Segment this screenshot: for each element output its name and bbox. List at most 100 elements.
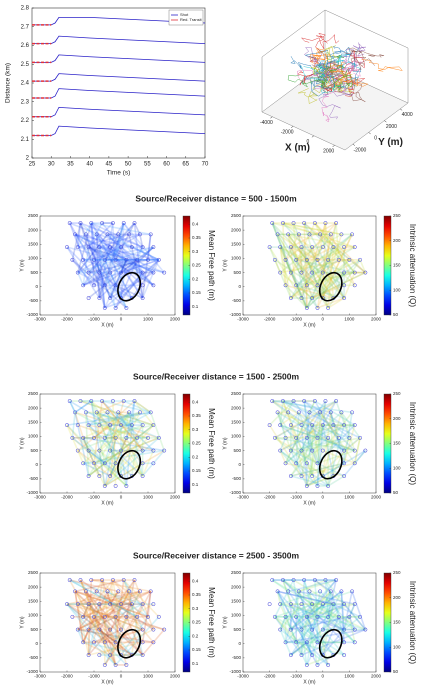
ray-path (317, 449, 355, 465)
ray-path (288, 579, 337, 593)
ray-path (296, 259, 355, 274)
station (294, 283, 299, 288)
legend-box (168, 9, 204, 26)
station (124, 614, 129, 619)
ray-path (284, 603, 324, 643)
station (151, 283, 156, 288)
ray-path (295, 233, 332, 261)
ray-path (314, 400, 356, 426)
station (352, 602, 357, 607)
ray-path (282, 223, 287, 286)
ray-path (349, 50, 367, 71)
station (116, 232, 121, 237)
station (334, 399, 339, 404)
ray-path (125, 259, 144, 274)
station (320, 627, 325, 632)
station (296, 410, 301, 415)
ray-path (279, 259, 297, 274)
y-tick-label: -2000 (353, 147, 366, 153)
ray-path (98, 450, 122, 477)
ray-path (136, 246, 144, 261)
station (288, 270, 293, 275)
x-tick-label: 2000 (371, 495, 382, 500)
station (108, 653, 113, 657)
ray-path (74, 412, 84, 439)
station (352, 461, 357, 466)
station (97, 296, 102, 300)
ray-path (274, 616, 297, 643)
x-axis-label: Time (s) (107, 170, 131, 177)
ray-path (101, 400, 151, 414)
station (272, 614, 277, 619)
ray-path (306, 246, 324, 261)
ray-path (87, 603, 133, 656)
ray-path (295, 437, 340, 464)
ray-path (114, 591, 130, 618)
station (102, 614, 107, 619)
ray-path (112, 579, 133, 605)
ray-path (106, 411, 144, 477)
station (97, 448, 102, 453)
ray-path (141, 629, 165, 656)
y-tick-label: 500 (30, 627, 38, 632)
station (358, 435, 362, 440)
trace (32, 16, 206, 26)
ray-path (71, 437, 122, 477)
ray-path (298, 234, 303, 273)
station (275, 589, 280, 594)
ray-path (280, 603, 366, 631)
y-tick-label: 2.4 (21, 81, 30, 87)
y-tick-label: 500 (233, 270, 241, 275)
ray-path (327, 475, 345, 487)
ray-path (337, 67, 349, 85)
y-tick-label: 2.7 (21, 24, 30, 30)
target-zone (117, 449, 142, 480)
ray-path (295, 591, 300, 617)
legend-label: Shot (180, 12, 189, 17)
ray-path (117, 411, 144, 452)
ray-path (99, 246, 159, 261)
ray-path (324, 579, 366, 631)
ray-path (77, 272, 84, 286)
station (89, 399, 94, 404)
station (140, 296, 145, 300)
ray-path (66, 590, 130, 605)
ray-path (101, 579, 117, 666)
ray-path (287, 233, 335, 299)
ray-path (295, 284, 308, 309)
ray-path (74, 233, 106, 261)
station (318, 232, 323, 237)
station (310, 627, 315, 632)
station (326, 257, 331, 262)
x-tick-label: -1000 (290, 317, 302, 322)
ray-path (99, 590, 141, 605)
station (102, 662, 107, 667)
y-tick-label: 2500 (231, 570, 242, 575)
ray-path (295, 616, 319, 643)
ray-path (347, 47, 385, 58)
ray-path (98, 450, 106, 487)
ray-path (290, 424, 324, 477)
box-edge (261, 9, 326, 58)
station (270, 221, 275, 226)
ray-path (271, 222, 303, 299)
plot-area (31, 7, 206, 159)
x-tick-label: 2000 (371, 317, 382, 322)
station (315, 640, 320, 645)
y-tick-label: 2.6 (21, 43, 30, 49)
station (70, 614, 75, 619)
ray-path (120, 259, 138, 274)
x-tick-label: 1000 (143, 495, 154, 500)
ray-path (74, 233, 165, 274)
ray-path (82, 411, 141, 464)
station (350, 589, 355, 594)
ray-path (271, 400, 303, 426)
ray-path (109, 579, 114, 605)
ray-path (316, 222, 337, 286)
ray-path (290, 616, 350, 631)
ray-path (276, 590, 313, 631)
colorbar-tick-label: 200 (393, 238, 401, 243)
ray-path (332, 424, 350, 439)
station (78, 578, 83, 583)
ray-path (98, 628, 133, 656)
